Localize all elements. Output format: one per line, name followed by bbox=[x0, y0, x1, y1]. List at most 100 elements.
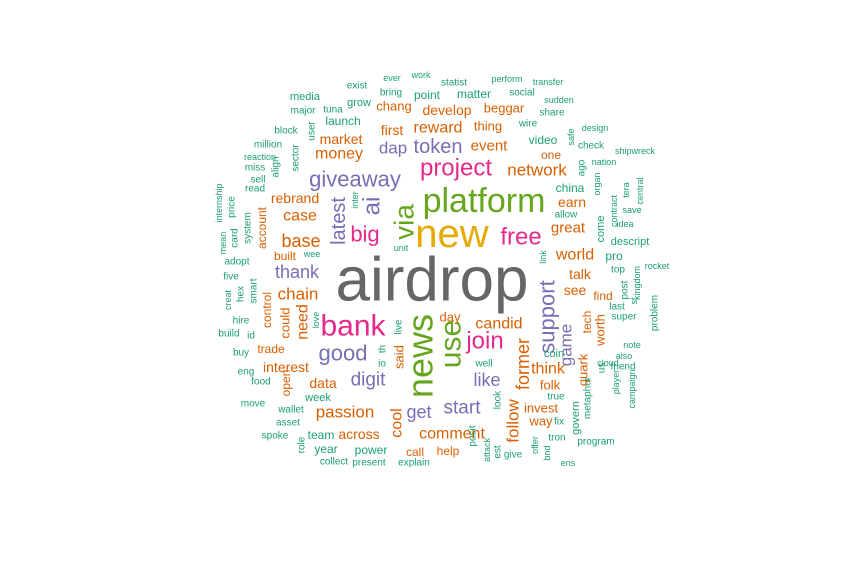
cloud-word: cloud bbox=[597, 358, 619, 368]
cloud-word: wee bbox=[303, 249, 321, 259]
cloud-word: data bbox=[309, 375, 336, 391]
cloud-word: block bbox=[274, 126, 298, 137]
cloud-word: also bbox=[616, 351, 633, 361]
cloud-word: look bbox=[493, 390, 504, 409]
cloud-word: team bbox=[308, 428, 335, 442]
cloud-word: bring bbox=[380, 88, 402, 99]
cloud-word: folk bbox=[540, 378, 561, 393]
cloud-word: get bbox=[406, 402, 431, 422]
cloud-word: system bbox=[243, 212, 254, 244]
cloud-word: read bbox=[245, 184, 265, 195]
cloud-word: find bbox=[593, 289, 612, 303]
cloud-word: bank bbox=[320, 310, 386, 343]
cloud-word: digit bbox=[351, 370, 387, 391]
cloud-word: attack bbox=[482, 437, 492, 462]
cloud-word: give bbox=[504, 450, 523, 461]
cloud-word: eng bbox=[238, 367, 255, 378]
cloud-word: spoke bbox=[262, 431, 289, 442]
cloud-word: food bbox=[251, 377, 270, 388]
cloud-word: token bbox=[414, 136, 463, 158]
cloud-word: exist bbox=[347, 81, 368, 92]
cloud-word: top bbox=[611, 265, 625, 276]
cloud-word: beggar bbox=[484, 101, 525, 116]
cloud-word: market bbox=[320, 131, 363, 147]
cloud-word: work bbox=[410, 70, 431, 80]
cloud-word: true bbox=[547, 392, 565, 403]
cloud-word: allow bbox=[555, 210, 579, 221]
cloud-word: platform bbox=[423, 182, 546, 220]
cloud-word: game bbox=[557, 324, 576, 367]
cloud-word: million bbox=[254, 140, 282, 151]
cloud-word: tron bbox=[548, 433, 565, 444]
cloud-word: io bbox=[378, 359, 386, 370]
cloud-word: built bbox=[274, 249, 297, 263]
cloud-word: point bbox=[414, 88, 441, 102]
cloud-word: creat bbox=[223, 290, 233, 311]
cloud-word: sell bbox=[250, 175, 265, 186]
cloud-word: news bbox=[400, 314, 441, 398]
cloud-word: govern bbox=[570, 401, 582, 435]
cloud-word: hire bbox=[233, 316, 250, 327]
cloud-word: design bbox=[582, 123, 609, 133]
cloud-word: free bbox=[500, 224, 541, 251]
cloud-word: thing bbox=[474, 119, 502, 134]
cloud-word: use bbox=[435, 320, 468, 368]
cloud-word: ever bbox=[383, 73, 401, 83]
cloud-word: miss bbox=[245, 163, 266, 174]
cloud-word: invest bbox=[524, 401, 558, 416]
cloud-word: price bbox=[227, 196, 238, 218]
cloud-word: big bbox=[350, 222, 379, 247]
cloud-word: last bbox=[609, 302, 625, 313]
cloud-word: super bbox=[611, 312, 637, 323]
cloud-word: tuna bbox=[323, 105, 343, 116]
cloud-word: descript bbox=[611, 236, 650, 248]
cloud-word: call bbox=[406, 445, 424, 459]
cloud-word: hex bbox=[236, 286, 247, 302]
cloud-word: chang bbox=[376, 99, 411, 114]
cloud-word: major bbox=[290, 106, 316, 117]
cloud-word: wallet bbox=[277, 405, 304, 416]
cloud-word: posit bbox=[468, 425, 479, 446]
cloud-word: friend bbox=[610, 362, 635, 373]
cloud-word: start bbox=[444, 398, 482, 419]
cloud-word: card bbox=[230, 228, 241, 247]
cloud-word: love bbox=[311, 312, 321, 329]
cloud-word: bnd bbox=[542, 445, 552, 460]
cloud-word: tera bbox=[621, 182, 631, 198]
cloud-word: rocket bbox=[645, 261, 670, 271]
cloud-word: contract bbox=[609, 194, 619, 227]
cloud-word: align bbox=[271, 156, 282, 177]
cloud-word: problem bbox=[650, 295, 661, 331]
cloud-word: control bbox=[260, 292, 274, 328]
cloud-word: inter bbox=[350, 191, 360, 209]
cloud-word: coin bbox=[544, 348, 564, 360]
cloud-word: five bbox=[223, 272, 239, 283]
cloud-word: event bbox=[471, 138, 509, 155]
cloud-word: us bbox=[597, 363, 608, 374]
cloud-word: power bbox=[355, 443, 388, 457]
cloud-word: note bbox=[623, 340, 641, 350]
cloud-word: smart bbox=[249, 278, 260, 303]
cloud-word: chain bbox=[278, 285, 319, 304]
cloud-word: pro bbox=[605, 249, 623, 263]
cloud-word: collect bbox=[320, 457, 349, 468]
cloud-word: media bbox=[290, 91, 321, 103]
cloud-word: est bbox=[493, 445, 504, 459]
cloud-word: dap bbox=[379, 139, 407, 158]
cloud-word: wire bbox=[518, 119, 538, 130]
cloud-word: mean bbox=[218, 232, 228, 255]
cloud-word: st bbox=[629, 297, 639, 305]
cloud-word: cool bbox=[389, 408, 406, 437]
cloud-word: buy bbox=[233, 348, 249, 359]
cloud-word: move bbox=[241, 399, 266, 410]
cloud-word: first bbox=[381, 122, 404, 138]
cloud-word: explain bbox=[398, 458, 430, 469]
cloud-word: ens bbox=[561, 458, 576, 468]
cloud-word: offer bbox=[530, 436, 540, 454]
cloud-word: matter bbox=[457, 87, 491, 101]
cloud-word: new bbox=[415, 212, 488, 256]
cloud-word: player bbox=[611, 370, 621, 395]
cloud-word: perform bbox=[491, 74, 522, 84]
cloud-word: come bbox=[595, 216, 607, 243]
